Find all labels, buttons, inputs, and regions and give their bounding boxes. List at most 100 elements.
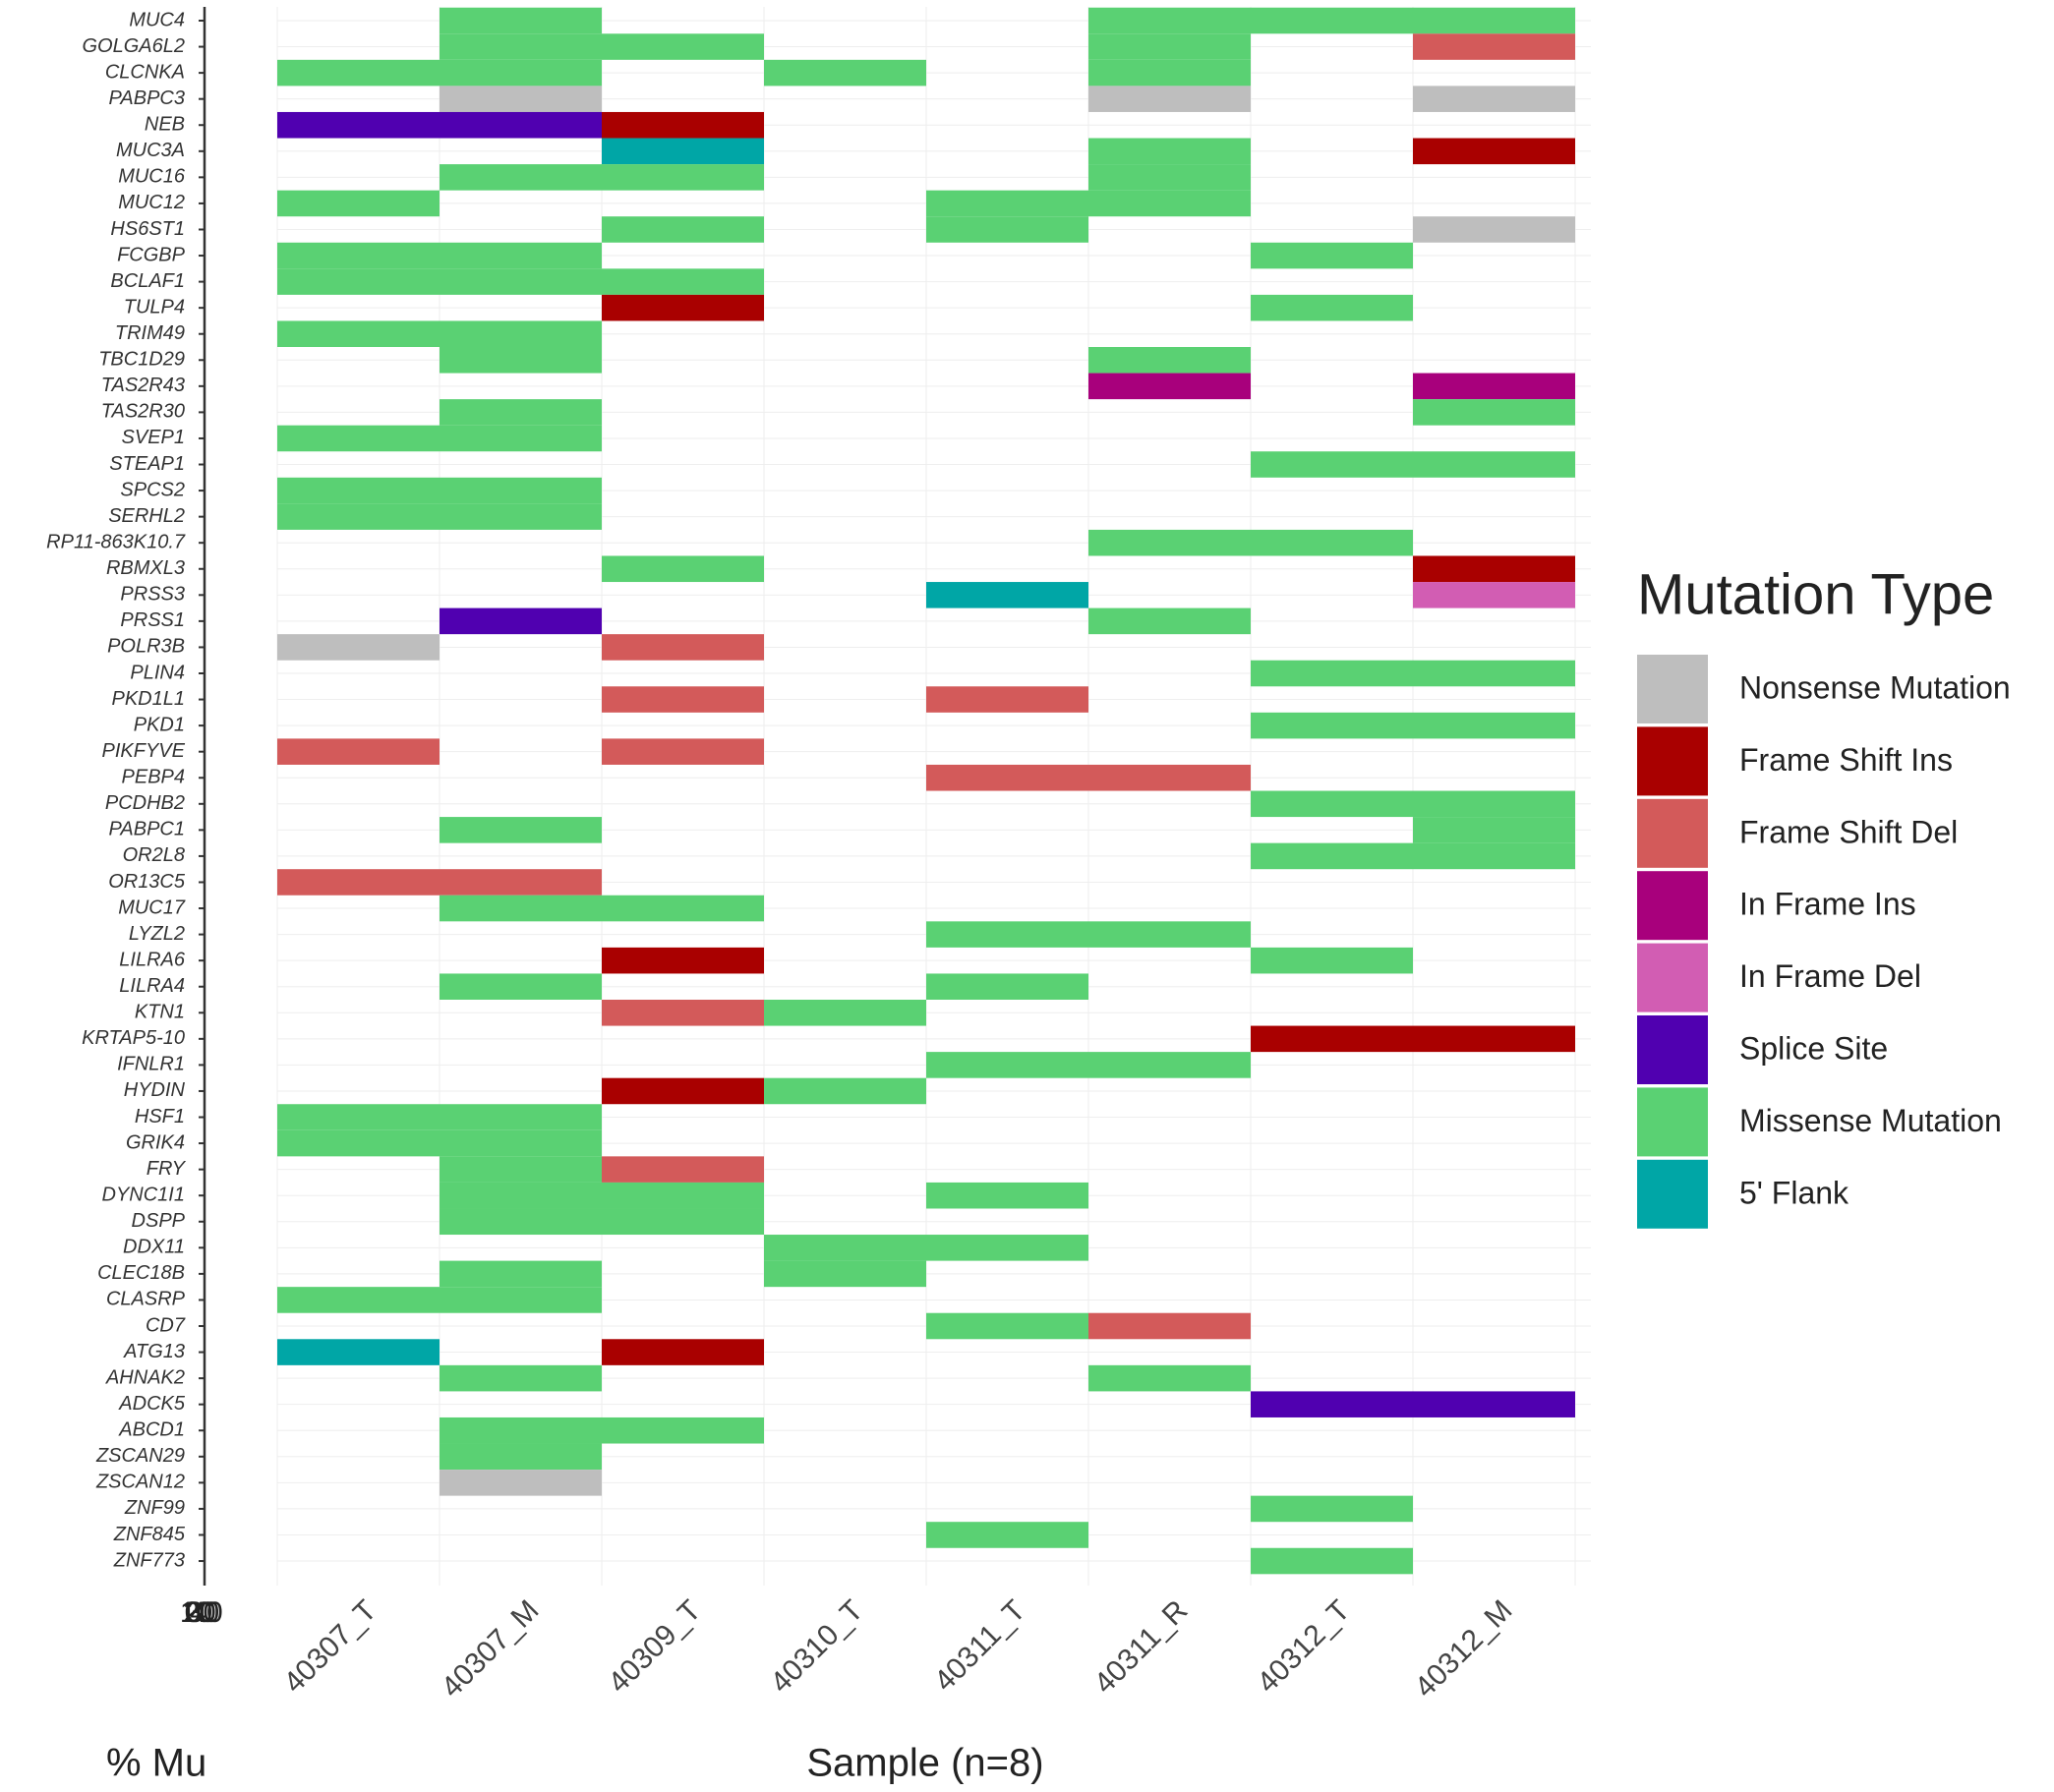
- tile: [277, 268, 440, 295]
- gene-label: RBMXL3: [106, 557, 185, 579]
- sample-label: 40310_T: [764, 1594, 869, 1700]
- tile: [1088, 86, 1251, 112]
- tile: [1088, 1312, 1251, 1340]
- gene-label: CLCNKA: [105, 61, 185, 83]
- tile: [926, 686, 1088, 713]
- tile: [440, 86, 602, 112]
- tile: [1413, 1025, 1575, 1053]
- gene-label: ZNF845: [113, 1524, 186, 1545]
- tile: [1088, 33, 1251, 60]
- gene-label: POLR3B: [107, 636, 185, 658]
- tile: [926, 190, 1088, 217]
- sample-label: 40312_T: [1251, 1594, 1356, 1700]
- tile: [602, 895, 764, 922]
- legend-title: Mutation Type: [1637, 562, 1994, 626]
- tile: [1088, 1052, 1251, 1078]
- gene-label: GRIK4: [126, 1131, 185, 1153]
- tile: [602, 555, 764, 583]
- legend-key: [1637, 1015, 1708, 1084]
- gene-label: ZSCAN12: [95, 1472, 185, 1493]
- gene-label: TAS2R43: [101, 375, 185, 396]
- tile: [1413, 216, 1575, 243]
- tile: [277, 1104, 440, 1130]
- tile: [277, 111, 440, 139]
- tile: [277, 634, 440, 661]
- gene-label: KTN1: [135, 1002, 185, 1023]
- percent-tick-label: 40: [190, 1596, 222, 1629]
- gene-label: GOLGA6L2: [82, 35, 185, 57]
- tile: [440, 607, 602, 635]
- tile: [277, 477, 440, 504]
- tile: [277, 1129, 440, 1157]
- legend-key: [1637, 655, 1708, 723]
- tile: [440, 164, 602, 191]
- legend-label: Nonsense Mutation: [1739, 669, 2011, 705]
- sample-label: 40311_R: [1088, 1594, 1195, 1701]
- tile: [926, 921, 1088, 948]
- tile: [1251, 1391, 1413, 1417]
- tile: [1251, 1495, 1413, 1523]
- percent-tick-label: 30: [187, 1596, 219, 1629]
- tile: [764, 59, 926, 87]
- tile: [1251, 451, 1413, 478]
- tile: [1413, 582, 1575, 608]
- tile: [1088, 347, 1251, 374]
- tile: [440, 1470, 602, 1496]
- tile: [764, 1077, 926, 1105]
- gene-label: HYDIN: [124, 1079, 186, 1101]
- tile: [1251, 947, 1413, 974]
- gene-label: ZSCAN29: [95, 1445, 185, 1467]
- tile: [277, 869, 440, 896]
- gene-label: PLIN4: [130, 662, 185, 683]
- sample-label: 40312_M: [1409, 1594, 1519, 1705]
- tile: [440, 973, 602, 1000]
- tile: [1413, 7, 1575, 34]
- gene-label: DSPP: [132, 1210, 186, 1232]
- gene-label: TRIM49: [115, 322, 185, 344]
- gene-label: PCDHB2: [105, 792, 185, 814]
- tile: [926, 1182, 1088, 1209]
- legend-label: Missense Mutation: [1739, 1103, 2002, 1138]
- tile: [602, 947, 764, 974]
- tile: [1251, 294, 1413, 321]
- tile: [277, 425, 440, 452]
- legend-label: Splice Site: [1739, 1030, 1888, 1066]
- gene-label: ZNF773: [113, 1549, 185, 1571]
- tile: [1413, 138, 1575, 165]
- tile: [764, 1000, 926, 1026]
- gene-label: CLEC18B: [97, 1262, 185, 1284]
- gene-label: MUC12: [118, 192, 185, 213]
- tile: [1251, 1025, 1413, 1053]
- tile: [1088, 921, 1251, 948]
- tile: [602, 1156, 764, 1183]
- sample-label: 40307_T: [277, 1594, 382, 1700]
- gene-label: HS6ST1: [110, 218, 185, 240]
- tile: [1088, 190, 1251, 217]
- tile: [277, 320, 440, 347]
- tile: [440, 1364, 602, 1392]
- legend-key: [1637, 798, 1708, 868]
- gene-label: HSF1: [135, 1106, 185, 1127]
- tile: [1088, 138, 1251, 165]
- gene-label: ADCK5: [118, 1393, 186, 1415]
- tile: [277, 59, 440, 87]
- gene-label: PKD1L1: [112, 688, 186, 710]
- tile: [440, 347, 602, 374]
- tile: [440, 1104, 602, 1130]
- tile: [440, 59, 602, 87]
- tile: [926, 582, 1088, 608]
- tile: [440, 477, 602, 504]
- gene-label: IFNLR1: [117, 1054, 185, 1075]
- tile: [1413, 373, 1575, 400]
- tile: [602, 1339, 764, 1365]
- tile: [1088, 373, 1251, 400]
- tile: [1413, 842, 1575, 870]
- gene-label: CLASRP: [106, 1289, 186, 1310]
- percent-tick-label: 10: [180, 1596, 212, 1629]
- tile: [1413, 790, 1575, 818]
- tile: [1251, 842, 1413, 870]
- tile: [602, 738, 764, 765]
- gene-label: PRSS3: [120, 584, 185, 606]
- gene-label: SPCS2: [120, 479, 185, 500]
- tile: [440, 242, 602, 269]
